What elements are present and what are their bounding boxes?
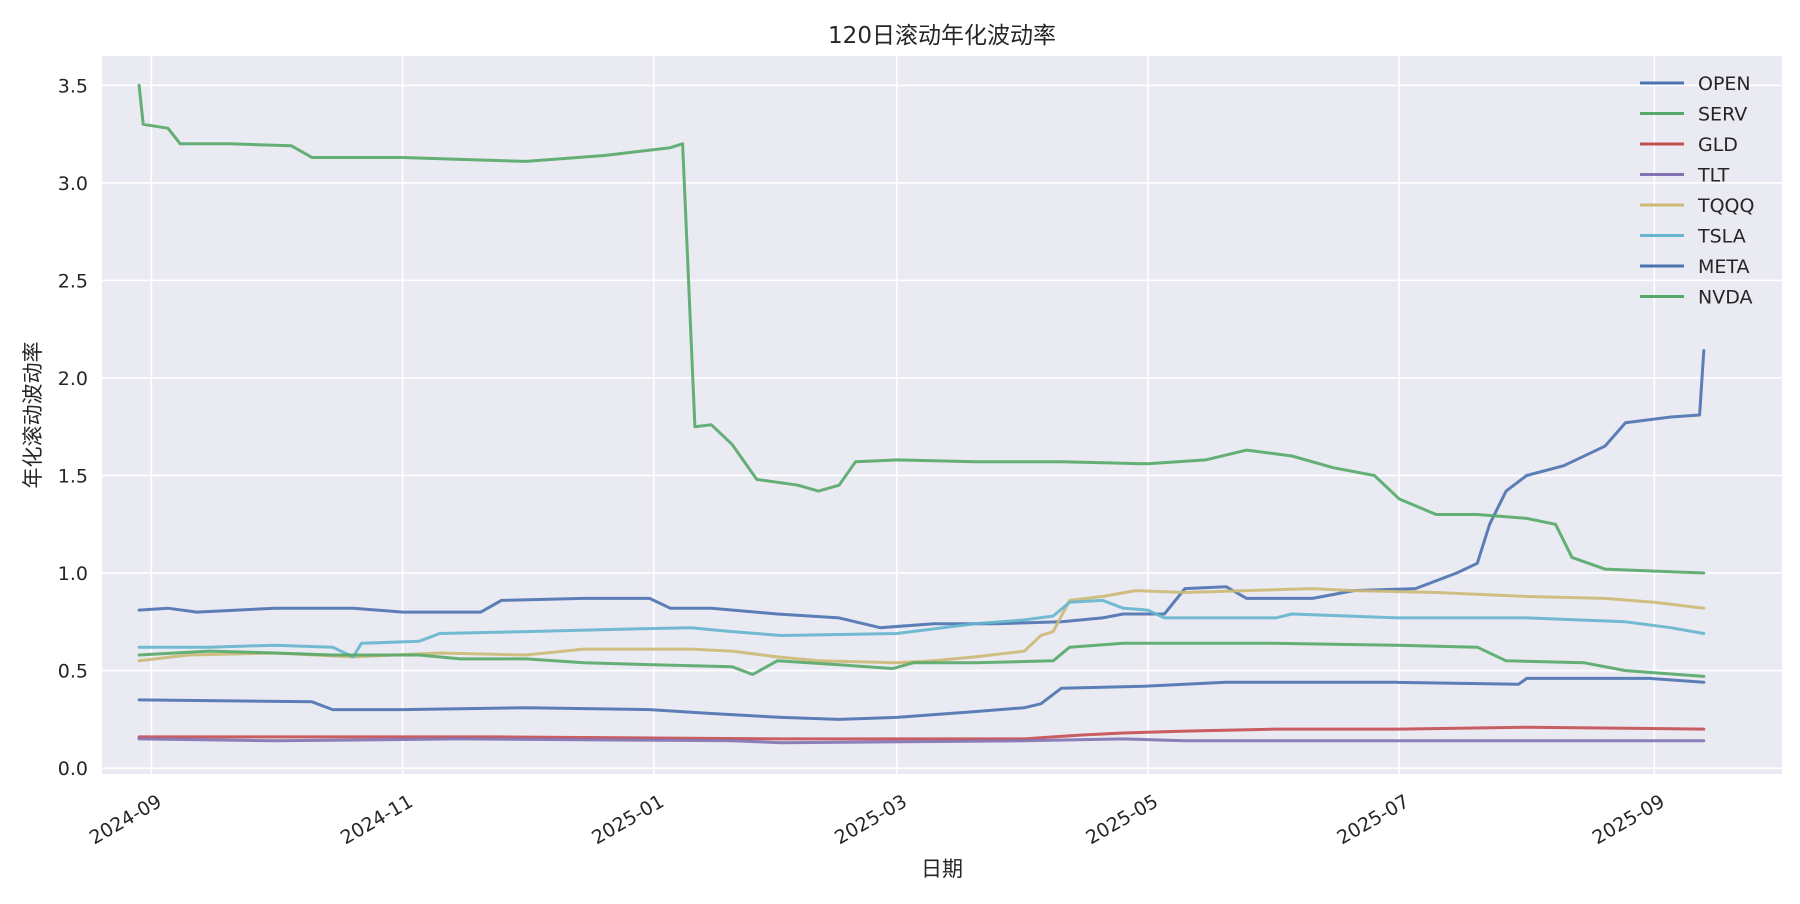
series-line-tlt (137, 737, 1706, 745)
series-line-meta (137, 676, 1706, 721)
y-tick-label: 1.5 (58, 465, 88, 487)
x-tick-label: 2025-05 (1082, 790, 1162, 849)
series-line-open (137, 349, 1706, 630)
x-tick-label: 2025-07 (1333, 790, 1413, 849)
chart-title: 120日滚动年化波动率 (828, 23, 1056, 49)
plot-area (102, 56, 1782, 774)
gridlines (102, 56, 1782, 774)
x-axis-title: 日期 (921, 857, 963, 881)
x-tick-label: 2024-09 (86, 790, 166, 849)
legend-label-open: OPEN (1698, 73, 1751, 95)
series-line-tsla (137, 598, 1706, 659)
legend-label-tqqq: TQQQ (1697, 195, 1754, 217)
y-axis-ticks: 0.0 0.5 1.0 1.5 2.0 2.5 3.0 3.5 (58, 75, 88, 780)
y-tick-label: 2.5 (58, 270, 88, 292)
y-tick-label: 3.0 (58, 173, 88, 195)
series-line-tqqq (137, 587, 1706, 665)
y-tick-label: 2.0 (58, 368, 88, 390)
y-tick-label: 0.0 (58, 758, 88, 780)
y-tick-label: 1.0 (58, 563, 88, 585)
series-line-gld (137, 725, 1706, 741)
x-axis-ticks: 2024-09 2024-11 2025-01 2025-03 2025-05 2025-… (86, 790, 1669, 849)
legend: OPEN SERV GLD TLT TQQQ TSLA META NVDA (1640, 73, 1754, 309)
series-lines (137, 83, 1706, 745)
legend-label-gld: GLD (1698, 134, 1738, 156)
x-tick-label: 2025-03 (831, 790, 911, 849)
series-line-serv (137, 83, 1706, 575)
x-tick-label: 2025-09 (1589, 790, 1669, 849)
legend-label-serv: SERV (1698, 104, 1747, 126)
y-tick-label: 3.5 (58, 75, 88, 97)
x-tick-label: 2024-11 (337, 790, 417, 849)
legend-label-meta: META (1698, 256, 1750, 278)
y-axis-title: 年化滚动波动率 (21, 342, 45, 489)
y-tick-label: 0.5 (58, 661, 88, 683)
legend-label-tsla: TSLA (1697, 226, 1746, 248)
legend-label-tlt: TLT (1697, 165, 1730, 187)
legend-label-nvda: NVDA (1698, 287, 1753, 309)
series-line-nvda (137, 641, 1706, 678)
x-tick-label: 2025-01 (588, 790, 668, 849)
